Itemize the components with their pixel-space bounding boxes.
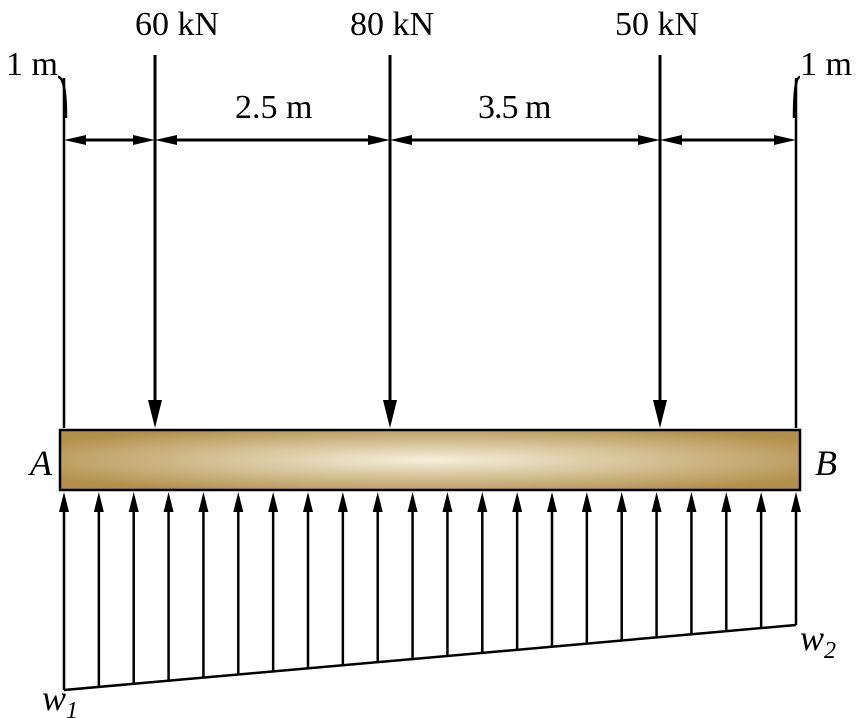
beam-diagram: 60 kN 80 kN 50 kN 1 m 2.5 m 3.5 m 1 m A Bw1 w2 bbox=[0, 0, 858, 718]
beam bbox=[60, 430, 800, 490]
dim-label: 1 m bbox=[6, 46, 58, 83]
label-w2: w2 bbox=[800, 618, 836, 664]
dim-label: 3.5 m bbox=[478, 89, 551, 126]
force-label: 50 kN bbox=[615, 6, 699, 43]
dim-label: 2.5 m bbox=[235, 89, 312, 126]
label-w1: w1 bbox=[42, 678, 78, 718]
distributed-load bbox=[59, 492, 801, 690]
label-A: A bbox=[28, 443, 53, 483]
label-B: B bbox=[815, 443, 837, 483]
dim-label: 1 m bbox=[800, 46, 852, 83]
force-label: 60 kN bbox=[135, 6, 219, 43]
force-label: 80 kN bbox=[350, 6, 434, 43]
